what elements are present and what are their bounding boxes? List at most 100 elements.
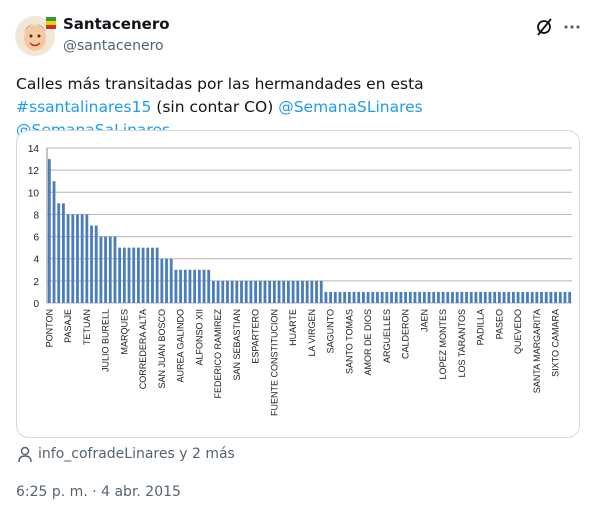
bar	[474, 291, 478, 303]
grok-icon[interactable]	[537, 20, 551, 34]
bar	[390, 291, 393, 303]
bar	[469, 291, 473, 303]
avatar-eye	[29, 34, 33, 38]
avatar-face	[24, 25, 46, 51]
x-tick-label: ALFONSO XII	[194, 309, 204, 366]
bar	[174, 269, 178, 303]
bar	[362, 291, 365, 303]
bar	[488, 291, 492, 303]
x-tick-label: LOS TARANTOS	[457, 309, 467, 378]
bar	[404, 291, 407, 303]
x-tick-label: LA VIRGEN	[307, 309, 317, 357]
bar	[305, 280, 309, 303]
bar	[108, 236, 112, 303]
bar	[568, 291, 572, 303]
y-tick-label: 2	[33, 277, 39, 288]
bar	[357, 291, 361, 303]
person-body	[18, 455, 32, 463]
bar	[343, 291, 347, 303]
x-tick-label: PASEO	[494, 309, 504, 339]
text: Calles más transitadas por las hermandad…	[16, 75, 424, 93]
bar	[324, 291, 328, 303]
x-tick-label: SAN JUAN BOSCO	[157, 309, 167, 389]
bar	[80, 214, 84, 303]
bar	[315, 280, 318, 303]
x-tick-label: PADILLA	[476, 309, 486, 345]
bar	[352, 291, 356, 303]
author-name[interactable]: Santacenero	[63, 15, 170, 33]
y-tick-label: 8	[33, 210, 39, 221]
timestamp[interactable]: 6:25 p. m. · 4 abr. 2015	[16, 484, 181, 500]
avatar-hair	[24, 24, 46, 32]
bar	[432, 291, 436, 303]
bar	[512, 291, 515, 303]
bar	[52, 181, 56, 303]
x-tick-label: PASAJE	[63, 309, 73, 343]
bar	[151, 247, 154, 303]
bar	[371, 291, 375, 303]
avatar-mouth	[29, 42, 41, 47]
bar	[226, 280, 229, 303]
bar	[188, 269, 192, 303]
bar	[94, 225, 98, 303]
bar	[122, 247, 126, 303]
bar	[165, 258, 168, 303]
x-tick-label: HUARTE	[288, 309, 298, 346]
x-tick-label: FEDERICO RAMIREZ	[213, 309, 223, 399]
more-dot[interactable]	[564, 25, 568, 29]
x-tick-label: SANTO TOMAS	[344, 309, 354, 374]
bar	[376, 291, 379, 303]
bar	[282, 280, 286, 303]
hashtag[interactable]: #ssantalinares15	[16, 98, 152, 116]
x-tick-label: CORREDERA ALTA	[138, 309, 148, 389]
bar	[291, 280, 295, 303]
bar	[483, 291, 487, 303]
bar	[216, 280, 220, 303]
bar	[47, 159, 51, 303]
bar	[479, 291, 482, 303]
bar	[465, 291, 468, 303]
bar	[310, 280, 314, 303]
bar	[221, 280, 225, 303]
author-handle[interactable]: @santacenero	[63, 38, 164, 54]
bar	[544, 291, 548, 303]
bar	[193, 269, 197, 303]
bar	[132, 247, 136, 303]
bar	[71, 214, 75, 303]
x-tick-label: SANTA MARGARITA	[532, 309, 542, 393]
bar	[366, 291, 370, 303]
mention[interactable]: @SemanaSLinares	[278, 98, 423, 116]
bar	[169, 258, 173, 303]
bar	[76, 214, 79, 303]
bar	[497, 291, 501, 303]
bar	[113, 236, 117, 303]
x-tick-label: FUENTE CONSTITUCION	[269, 309, 279, 416]
bar	[254, 280, 257, 303]
bar	[446, 291, 450, 303]
bar	[455, 291, 459, 303]
grok-icon-slash	[537, 18, 552, 36]
bar	[333, 291, 337, 303]
bar	[530, 291, 534, 303]
bar	[493, 291, 497, 303]
x-tick-label: SAGUNTO	[326, 309, 336, 353]
bar	[319, 280, 323, 303]
bar	[141, 247, 145, 303]
bar	[558, 291, 562, 303]
bar	[422, 291, 426, 303]
bar	[99, 236, 103, 303]
bar	[66, 214, 70, 303]
y-tick-label: 10	[28, 188, 40, 199]
bar	[90, 225, 93, 303]
chart-image[interactable]: 0 2 4 6 8 10 12 14 PONTON PASAJE TETUAN JULIO BUREL…	[16, 130, 580, 438]
bar	[394, 291, 398, 303]
bar	[137, 247, 140, 303]
bar	[507, 291, 511, 303]
bar	[427, 291, 431, 303]
bar	[272, 280, 276, 303]
tagged-users[interactable]: info_cofradeLinares y 2 más	[38, 446, 235, 462]
x-tick-label: LOPEZ MONTES	[438, 309, 448, 380]
y-tick-label: 12	[28, 166, 40, 177]
x-tick-label: MARQUES	[119, 309, 129, 355]
x-tick-label: AUREA GALINDO	[176, 309, 186, 383]
